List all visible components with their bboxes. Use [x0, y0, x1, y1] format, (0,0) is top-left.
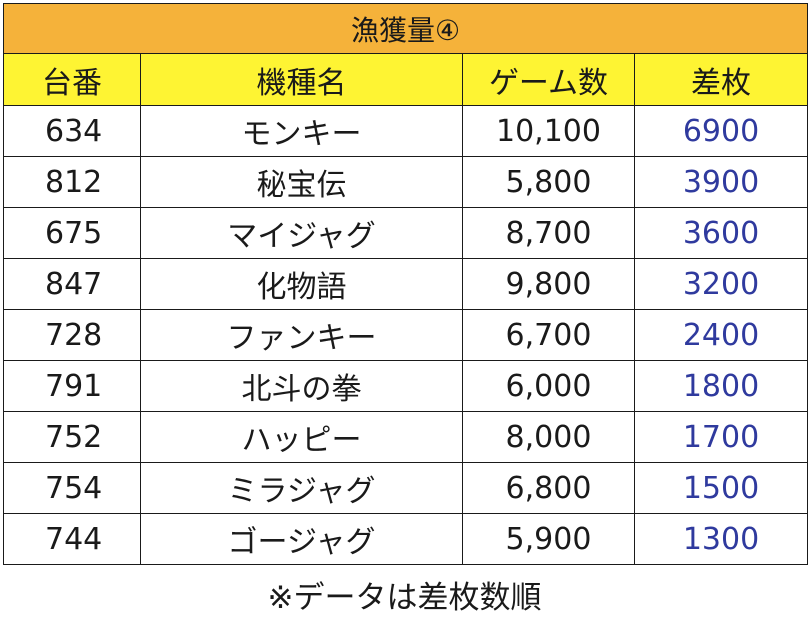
cell-model-name: ゴージャグ — [140, 513, 463, 565]
cell-model-name: 北斗の拳 — [140, 360, 463, 412]
cell-coin-difference: 1500 — [633, 462, 809, 514]
cell-model-name: モンキー — [140, 105, 463, 157]
table-row: 752 ハッピー 8,000 1700 — [3, 411, 809, 463]
cell-coin-difference: 1700 — [633, 411, 809, 463]
cell-machine-number: 675 — [3, 207, 141, 259]
cell-machine-number: 728 — [3, 309, 141, 361]
cell-coin-difference: 3200 — [633, 258, 809, 310]
table-row: 744 ゴージャグ 5,900 1300 — [3, 513, 809, 565]
cell-machine-number: 791 — [3, 360, 141, 412]
header-coin-difference: 差枚 — [633, 53, 809, 106]
cell-game-count: 6,700 — [462, 309, 635, 361]
table-row: 728 ファンキー 6,700 2400 — [3, 309, 809, 361]
cell-coin-difference: 1300 — [633, 513, 809, 565]
table-title: 漁獲量④ — [2, 3, 809, 54]
header-game-count: ゲーム数 — [462, 53, 635, 106]
cell-coin-difference: 2400 — [633, 309, 809, 361]
cell-game-count: 6,000 — [462, 360, 635, 412]
cell-coin-difference: 3900 — [633, 156, 809, 208]
cell-game-count: 6,800 — [462, 462, 635, 514]
table-body: 634 モンキー 10,100 6900 812 秘宝伝 5,800 3900 675 マイジャグ… — [3, 105, 809, 565]
header-model-name: 機種名 — [140, 53, 463, 106]
cell-game-count: 8,700 — [462, 207, 635, 259]
cell-coin-difference: 3600 — [633, 207, 809, 259]
cell-game-count: 8,000 — [462, 411, 635, 463]
cell-coin-difference: 6900 — [633, 105, 809, 157]
results-table-wrapper: 漁獲量④ 台番 機種名 ゲーム数 差枚 634 モンキー 10,100 6900 812… — [2, 3, 809, 565]
results-table: 漁獲量④ 台番 機種名 ゲーム数 差枚 634 モンキー 10,100 6900 812… — [2, 3, 809, 565]
cell-model-name: ハッピー — [140, 411, 463, 463]
cell-model-name: マイジャグ — [140, 207, 463, 259]
footnote: ※データは差枚数順 — [267, 580, 542, 616]
cell-game-count: 5,900 — [462, 513, 635, 565]
table-row: 847 化物語 9,800 3200 — [3, 258, 809, 310]
cell-machine-number: 812 — [3, 156, 141, 208]
cell-machine-number: 744 — [3, 513, 141, 565]
table-row: 675 マイジャグ 8,700 3600 — [3, 207, 809, 259]
cell-machine-number: 752 — [3, 411, 141, 463]
table-row: 754 ミラジャグ 6,800 1500 — [3, 462, 809, 514]
cell-model-name: 化物語 — [140, 258, 463, 310]
cell-machine-number: 847 — [3, 258, 141, 310]
table-row: 791 北斗の拳 6,000 1800 — [3, 360, 809, 412]
cell-machine-number: 754 — [3, 462, 141, 514]
cell-game-count: 9,800 — [462, 258, 635, 310]
cell-coin-difference: 1800 — [633, 360, 809, 412]
cell-model-name: ファンキー — [140, 309, 463, 361]
cell-game-count: 5,800 — [462, 156, 635, 208]
cell-model-name: ミラジャグ — [140, 462, 463, 514]
table-row: 634 モンキー 10,100 6900 — [3, 105, 809, 157]
cell-model-name: 秘宝伝 — [140, 156, 463, 208]
header-machine-number: 台番 — [3, 53, 141, 106]
cell-machine-number: 634 — [3, 105, 141, 157]
cell-game-count: 10,100 — [462, 105, 635, 157]
table-row: 812 秘宝伝 5,800 3900 — [3, 156, 809, 208]
